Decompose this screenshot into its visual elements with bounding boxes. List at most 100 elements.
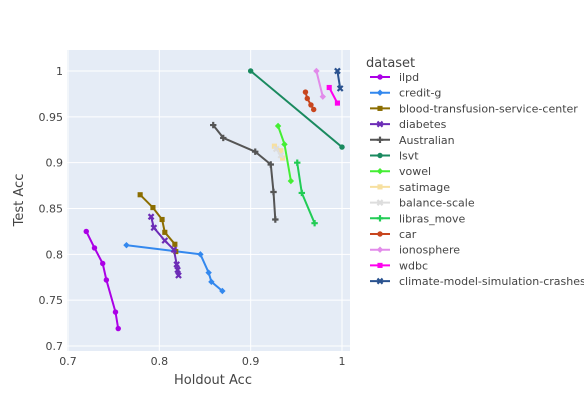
data-point [208,278,215,286]
data-point [147,213,155,221]
legend-item[interactable]: blood-transfusion-service-center [370,102,578,115]
series-ionosphere [313,67,327,100]
series-libras_move [294,159,318,227]
legend-swatch-marker [377,184,383,190]
series-line [85,230,120,329]
y-tick-label: 0.75 [39,294,64,307]
series-line [336,70,342,89]
legend-swatch-marker [377,231,383,237]
legend-label: blood-transfusion-service-center [399,102,578,115]
data-point [298,189,306,197]
y-tick-label: 0.8 [46,248,64,261]
series-line [315,70,324,97]
legend-swatch-marker [376,277,384,285]
data-point [83,228,89,235]
data-point [308,102,314,108]
data-point [197,251,204,258]
legend-item[interactable]: balance-scale [370,197,475,210]
legend-swatch-marker [377,152,383,159]
series-diabetes [147,213,182,279]
data-point [334,100,340,106]
data-point [172,241,178,247]
tick-labels: 0.7 0.8 0.9 1 0.7 0.75 0.8 0.85 0.9 0.95 1 [39,65,346,368]
x-tick-label: 0.8 [151,355,169,368]
data-point [336,85,344,92]
data-point [175,272,182,279]
data-point [162,229,168,235]
legend-label: ilpd [399,71,419,84]
series-layer [83,67,345,332]
legend-label: credit-g [399,87,441,100]
legend-label: balance-scale [399,197,475,210]
legend-label: climate-model-simulation-crashes [399,275,584,288]
legend-item[interactable]: libras_move [370,212,466,225]
data-point [270,188,277,196]
series-wdbc [326,84,340,106]
legend-item[interactable]: ionosphere [370,244,460,257]
data-point [294,159,301,166]
legend-swatch-marker [377,262,383,268]
legend-item[interactable]: lsvt [370,150,419,163]
series-line [328,87,339,104]
legend-label: car [399,228,417,241]
data-point [334,67,341,75]
y-tick-label: 0.85 [39,203,64,216]
data-point [281,141,288,148]
series-lsvt [247,68,345,150]
series-climate-model-simulation-crashes [334,67,344,92]
legend-item[interactable]: diabetes [370,118,447,131]
x-tick-label: 1 [339,355,346,368]
legend-item[interactable]: satimage [370,181,450,194]
data-point [313,67,320,75]
legend-label: libras_move [399,212,466,225]
legend-item[interactable]: Australian [370,134,455,147]
x-axis-title: Holdout Acc [174,373,252,388]
data-point [91,245,98,251]
data-point [277,151,285,159]
series-vowel [274,122,295,185]
legend-label: wdbc [399,259,428,272]
data-point [310,106,317,113]
legend-item[interactable]: car [370,228,417,241]
legend-item[interactable]: vowel [370,165,431,178]
data-point [219,287,226,295]
data-point [161,237,169,244]
data-point [272,216,279,223]
series-line [250,70,343,148]
y-tick-label: 0.9 [46,157,64,170]
legend-label: Australian [399,134,455,147]
data-point [99,260,106,267]
legend[interactable]: ilpd credit-g blood-transfusion-service-ce… [370,71,584,288]
legend-item[interactable]: ilpd [370,71,419,84]
legend-swatch-marker [376,199,384,206]
data-point [274,122,282,130]
data-point [220,134,227,142]
legend-swatch-marker [377,105,383,111]
grid-layer [67,50,350,351]
data-point [103,277,110,283]
data-point [150,224,158,232]
data-point [123,241,130,249]
series-balance-scale [272,145,285,159]
x-tick-label: 0.7 [59,355,77,368]
series-ilpd [83,228,121,332]
legend-swatch-marker [376,136,384,143]
legend-item[interactable]: credit-g [370,87,441,100]
data-point [302,89,309,95]
y-axis-title: Test Acc [12,174,27,228]
data-point [339,144,345,150]
data-point [159,216,165,223]
data-point [174,266,181,274]
legend-label: ionosphere [399,244,460,257]
x-tick-label: 0.9 [242,355,260,368]
y-tick-label: 1 [56,65,63,78]
data-point [304,95,311,102]
legend-swatch-marker [376,168,384,175]
legend-swatch-marker [376,89,384,96]
data-point [150,205,156,211]
data-point [112,309,119,315]
legend-swatch-marker [376,246,384,253]
legend-item[interactable]: wdbc [370,259,428,272]
legend-item[interactable]: climate-model-simulation-crashes [370,275,584,288]
